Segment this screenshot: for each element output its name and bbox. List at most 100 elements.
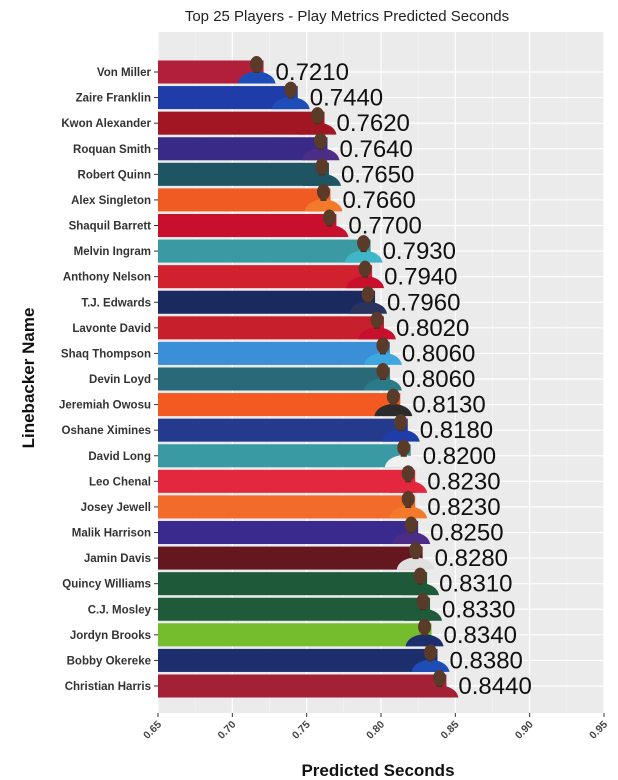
player-head-icon (397, 439, 411, 456)
data-label: 0.7620 (337, 110, 410, 137)
bar (158, 367, 390, 391)
bar (158, 495, 416, 519)
data-label: 0.8340 (444, 622, 517, 649)
player-head-icon (376, 363, 390, 379)
player-head-icon (315, 158, 329, 175)
bar (158, 188, 331, 212)
bar-row: 0.8310 (158, 567, 512, 598)
bar (158, 623, 432, 647)
player-jersey-icon (237, 71, 276, 84)
bar (158, 239, 371, 263)
bar (158, 137, 328, 161)
y-axis-title: Linebacker Name (19, 308, 38, 449)
y-tick-label: Devin Loyd (89, 374, 151, 386)
data-label: 0.7930 (383, 238, 456, 265)
bar (158, 162, 329, 186)
data-label: 0.7210 (276, 59, 349, 86)
bar (158, 520, 419, 545)
bar-row: 0.8020 (158, 311, 469, 342)
player-jersey-icon (381, 429, 420, 442)
bar (158, 572, 428, 596)
bar-row: 0.8280 (158, 542, 508, 572)
player-jersey-icon (346, 275, 385, 289)
data-label: 0.8230 (427, 494, 500, 521)
player-jersey-icon (302, 173, 341, 186)
data-label: 0.7660 (342, 187, 415, 214)
bar-row: 0.7660 (158, 183, 416, 214)
y-tick-label: C.J. Mosley (88, 604, 152, 616)
bar-row: 0.8180 (158, 414, 493, 444)
data-label: 0.8310 (439, 571, 512, 598)
player-head-icon (423, 644, 437, 661)
bar-row: 0.7960 (158, 286, 460, 316)
data-label: 0.8440 (458, 673, 531, 700)
x-axis-title: Predicted Seconds (301, 761, 454, 780)
data-label: 0.8330 (442, 596, 515, 623)
data-label: 0.8200 (423, 443, 496, 470)
player-jersey-icon (405, 633, 444, 647)
y-tick-labels: Von Miller Zaire Franklin Kwon Alexander Ro… (59, 67, 158, 693)
chart-title: Top 25 Players - Play Metrics Predicted … (185, 8, 509, 25)
player-jersey-icon (271, 96, 310, 110)
data-label: 0.7700 (348, 213, 421, 240)
player-head-icon (357, 235, 371, 252)
bar-row: 0.7700 (158, 209, 422, 240)
bar-row: 0.8440 (158, 670, 532, 700)
bars-group: 0.72100.74400.76200.76400.76500.76600.77… (158, 56, 532, 700)
player-head-icon (413, 567, 427, 584)
y-tick-label: Bobby Okereke (67, 655, 151, 667)
bar-row: 0.8200 (158, 439, 496, 470)
y-tick-label: Christian Harris (65, 681, 151, 693)
y-tick-label: David Long (88, 451, 151, 463)
player-head-icon (358, 260, 372, 277)
bar-row: 0.8380 (158, 644, 523, 674)
player-head-icon (376, 337, 390, 354)
x-tick-label: 0.95 (587, 719, 610, 742)
y-tick-label: Shaq Thompson (61, 348, 151, 360)
y-tick-label: Jeremiah Owosu (59, 400, 151, 412)
x-tick-label: 0.70 (216, 719, 239, 742)
bar-row: 0.8340 (158, 618, 517, 649)
player-jersey-icon (384, 454, 423, 468)
x-tick-label: 0.90 (513, 719, 536, 742)
y-tick-label: Zaire Franklin (76, 93, 151, 105)
data-label: 0.8020 (396, 315, 469, 342)
y-tick-label: Lavonte David (72, 323, 151, 335)
data-label: 0.7640 (339, 136, 412, 163)
y-tick-label: Malik Harrison (72, 528, 151, 540)
bar (158, 674, 447, 698)
player-head-icon (322, 209, 336, 226)
player-head-icon (316, 183, 330, 200)
y-tick-label: Leo Chenal (89, 476, 151, 488)
player-head-icon (416, 593, 430, 610)
data-label: 0.8230 (427, 468, 500, 495)
bar (158, 316, 384, 340)
player-jersey-icon (392, 531, 431, 545)
player-head-icon (370, 311, 384, 328)
bar (158, 213, 337, 238)
player-jersey-icon (374, 403, 413, 417)
player-jersey-icon (420, 685, 459, 698)
y-tick-label: Shaquil Barrett (69, 221, 152, 233)
player-jersey-icon (344, 250, 383, 263)
bar-row: 0.8250 (158, 516, 504, 547)
bar (158, 469, 416, 493)
bar-row: 0.8060 (158, 337, 475, 367)
bar (158, 597, 431, 621)
data-label: 0.8180 (420, 417, 493, 444)
y-tick-label: Josey Jewell (81, 502, 151, 514)
player-head-icon (311, 107, 325, 124)
bar (158, 546, 423, 570)
y-tick-label: Robert Quinn (78, 169, 151, 181)
y-tick-label: Alex Singleton (71, 195, 151, 207)
player-jersey-icon (404, 608, 443, 621)
player-jersey-icon (310, 224, 349, 238)
player-head-icon (313, 132, 327, 149)
player-head-icon (284, 81, 298, 98)
x-tick-label: 0.75 (290, 719, 313, 742)
player-jersey-icon (389, 480, 428, 493)
data-label: 0.8130 (412, 392, 485, 419)
player-jersey-icon (301, 147, 340, 161)
data-label: 0.8060 (402, 366, 475, 393)
